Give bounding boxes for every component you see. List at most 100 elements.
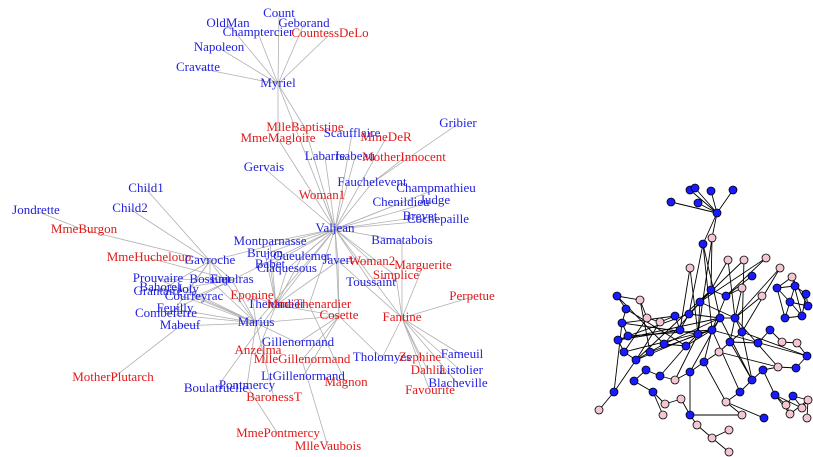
node-right-19: [803, 301, 813, 311]
node-label-perpetue: Perpetue: [449, 288, 495, 303]
node-label-bahorel: Bahorel: [139, 279, 181, 294]
node-label-tholomyes: Tholomyes: [353, 349, 412, 364]
node-label-joly: Joly: [177, 281, 199, 296]
edge-gillenormand-cosette: [297, 315, 340, 344]
node-label-cochepaille: Cochepaille: [407, 211, 469, 226]
edge-right-116: [663, 317, 721, 345]
edge-right-92: [762, 369, 776, 396]
node-label-bamatabois: Bamatabois: [371, 232, 432, 247]
node-right-84: [609, 387, 619, 397]
edge-woman2-valjean: [334, 228, 373, 263]
node-right-82: [785, 409, 795, 419]
node-label-toussaint: Toussaint: [346, 274, 396, 289]
node-label-magnon: Magnon: [324, 374, 368, 389]
node-right-49: [725, 337, 735, 347]
node-right-39: [619, 347, 629, 357]
node-label-chenildieu: Chenildieu: [372, 194, 430, 209]
node-label-blacheville: Blacheville: [428, 375, 487, 390]
edge-right-24: [776, 287, 786, 319]
node-label-montparnasse: Montparnasse: [234, 233, 307, 248]
node-label-simplice: Simplice: [373, 267, 419, 282]
node-right-50: [714, 347, 724, 357]
edge-right-2: [689, 189, 718, 214]
node-label-mllebaptistine: MlleBaptistine: [266, 119, 344, 134]
edge-right-143: [719, 317, 753, 381]
node-right-18: [801, 289, 811, 299]
node-right-71: [791, 363, 801, 373]
node-label-mabeuf: Mabeuf: [160, 317, 201, 332]
node-right-37: [623, 331, 633, 341]
node-right-52: [685, 367, 695, 377]
edge-right-122: [741, 331, 753, 381]
edge-enjolras-marius: [231, 279, 257, 324]
node-right-67: [735, 387, 745, 397]
edge-gueulemer-thenardier: [275, 256, 303, 306]
node-right-16: [772, 283, 782, 293]
edge-brevet-valjean: [334, 216, 421, 230]
node-label-count: Count: [263, 5, 295, 20]
node-right-12: [761, 253, 771, 263]
edge-right-30: [734, 295, 763, 319]
edge-grantaire-enjolras: [157, 279, 233, 293]
node-label-oldman: OldMan: [206, 15, 250, 30]
edge-scaufflaire-valjean: [334, 133, 353, 230]
node-right-85: [658, 410, 668, 420]
edge-right-130: [703, 361, 727, 403]
edge-babet-thenardier: [269, 264, 277, 306]
node-label-champtercier: Champtercier: [223, 24, 294, 39]
node-right-33: [635, 295, 645, 305]
edge-marius-valjean: [255, 228, 336, 324]
edge-layer-right: [598, 187, 809, 453]
edge-gribier-fauchelevent: [371, 123, 459, 184]
node-right-55: [641, 365, 651, 375]
edge-tholomyes-fantine: [381, 317, 403, 359]
node-label-fantine: Fantine: [383, 309, 422, 324]
node-right-0: [693, 198, 703, 208]
edge-champtercier-myriel: [257, 32, 279, 85]
edge-toussaint-valjean: [334, 228, 372, 284]
node-right-57: [648, 387, 658, 397]
edge-right-118: [697, 301, 701, 335]
node-label-dahlia: Dahlia: [411, 362, 446, 377]
edge-right-5: [716, 189, 734, 214]
node-label-mmehucheloup: MmeHucheloup: [107, 249, 191, 264]
node-label-child1: Child1: [128, 180, 163, 195]
edge-cravatte-myriel: [197, 67, 279, 85]
node-label-motherinnocent: MotherInnocent: [362, 149, 446, 164]
edge-bahorel-marius: [159, 287, 257, 324]
edge-right-106: [623, 317, 648, 353]
node-label-woman2: Woman2: [349, 253, 396, 268]
edge-right-108: [616, 295, 665, 345]
node-right-78: [781, 400, 791, 410]
edge-right-142: [741, 331, 808, 357]
edge-mmemagloire-valjean: [277, 138, 336, 230]
edge-javert-woman2: [337, 260, 373, 263]
edge-right-125: [674, 333, 699, 381]
node-label-ltgillenormand: LtGillenormand: [261, 368, 345, 383]
edge-tholomyes-cosette: [338, 315, 383, 359]
node-label-woman1: Woman1: [299, 187, 346, 202]
node-label-mmemagloire: MmeMagloire: [240, 130, 315, 145]
edge-feuilly-marius: [174, 308, 257, 324]
edge-perpetue-fantine: [401, 296, 473, 319]
edge-right-119: [699, 301, 736, 319]
edge-favourite-fantine: [401, 317, 431, 392]
node-right-65: [737, 410, 747, 420]
edge-right-98: [725, 401, 765, 419]
node-label-motherplutarch: MotherPlutarch: [72, 369, 154, 384]
node-right-34: [612, 291, 622, 301]
node-right-63: [724, 447, 734, 457]
edge-brujon-thenardier: [264, 253, 277, 306]
edge-marius-gavroche: [209, 260, 257, 324]
edge-montparnasse-valjean: [269, 228, 336, 243]
node-label-valjean: Valjean: [316, 220, 355, 235]
node-right-40: [631, 355, 641, 365]
edge-right-140: [688, 243, 704, 315]
node-right-73: [792, 338, 802, 348]
node-label-bossuet: Bossuet: [189, 271, 231, 286]
node-right-14: [775, 263, 785, 273]
node-right-72: [802, 351, 812, 361]
edge-simplice-fantine: [395, 275, 403, 319]
node-label-babet: Babet: [255, 256, 286, 271]
